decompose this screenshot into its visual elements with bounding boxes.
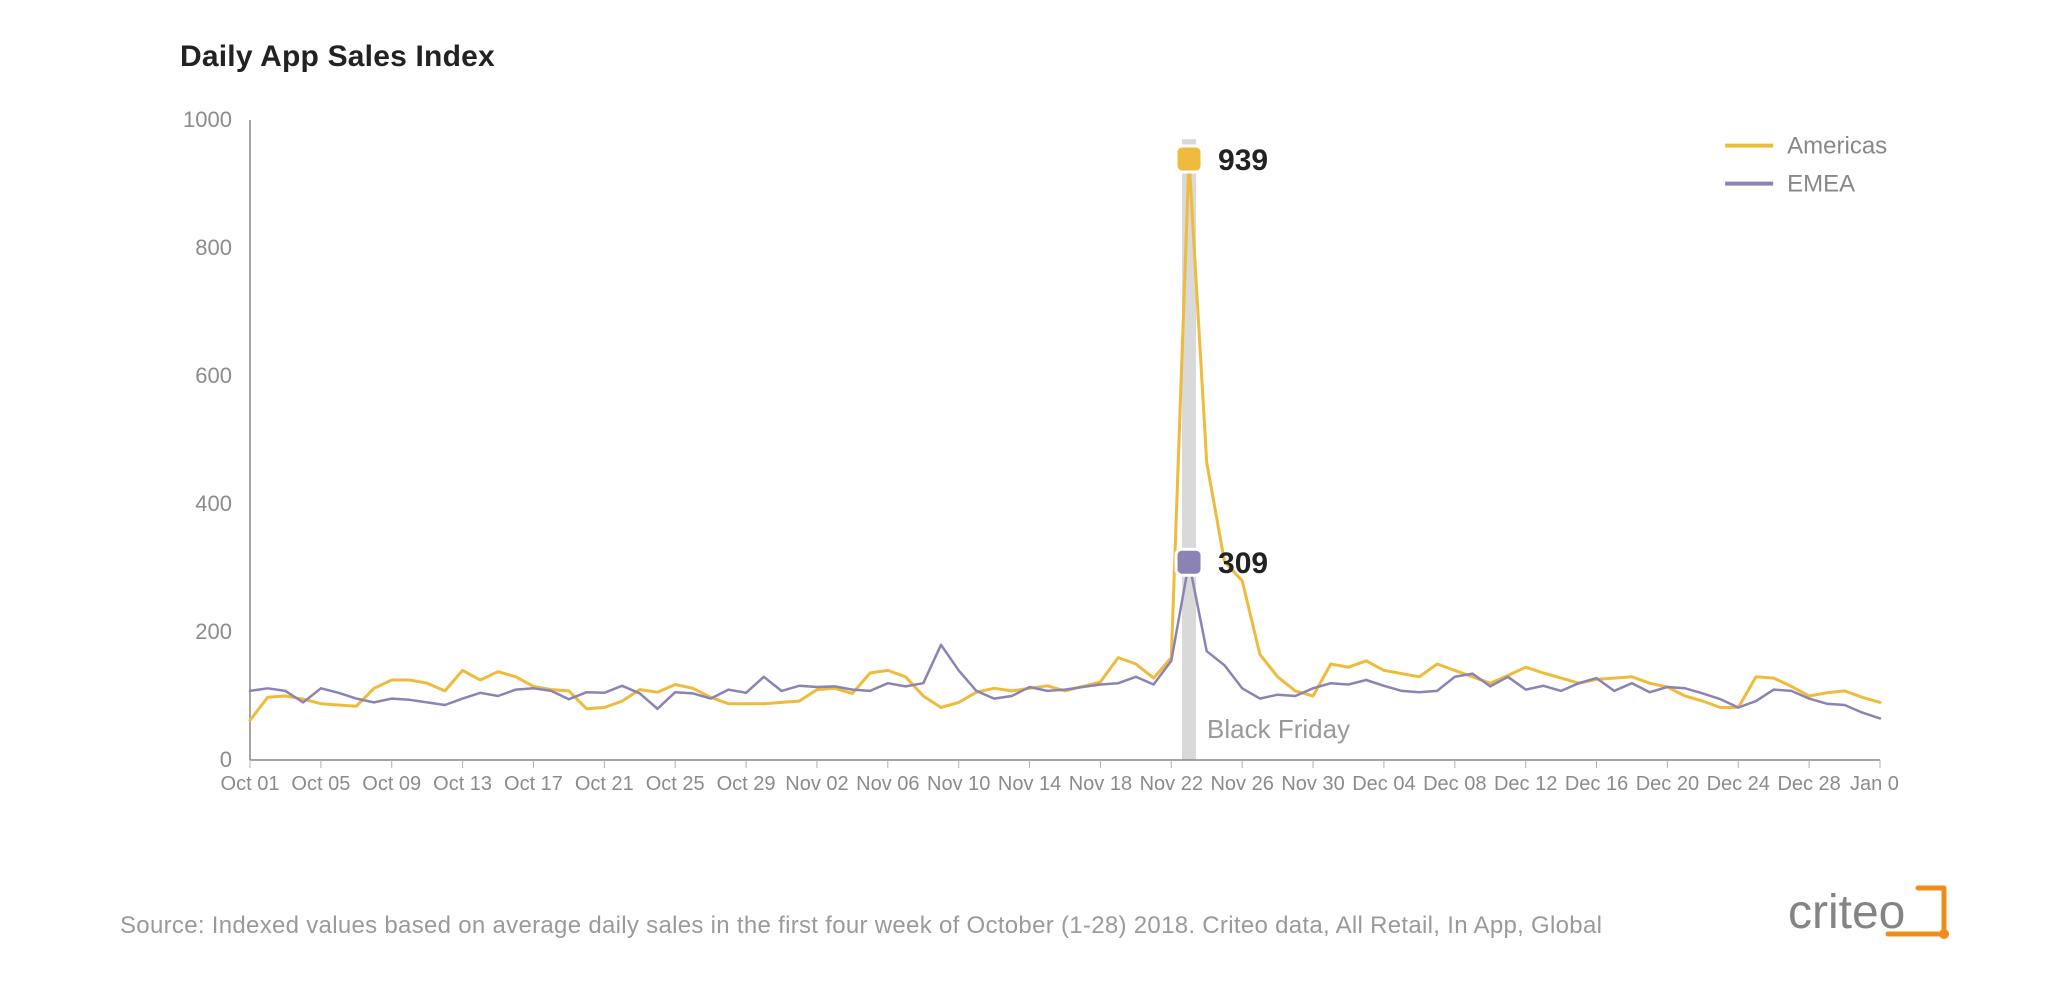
x-tick-label: Jan 01: [1850, 773, 1900, 795]
peak-marker-icon: [1176, 549, 1202, 575]
x-tick-label: Dec 24: [1707, 773, 1770, 795]
x-tick-label: Nov 02: [785, 773, 848, 795]
peak-value-label: 309: [1218, 547, 1268, 580]
legend-item-label: Americas: [1787, 133, 1887, 160]
x-tick-label: Dec 08: [1423, 773, 1486, 795]
x-tick-label: Dec 28: [1777, 773, 1840, 795]
chart-svg: 0 200 400 600 800 1000 Oct 01 Oct 05 Oct 09 Oct 1…: [180, 110, 1900, 850]
x-tick-label: Oct 01: [221, 773, 280, 795]
criteo-logo-svg: criteo: [1788, 880, 1988, 950]
logo-text: criteo: [1788, 886, 1905, 939]
x-tick-label: Nov 30: [1281, 773, 1344, 795]
chart-title: Daily App Sales Index: [180, 40, 495, 74]
annotation-label: Black Friday: [1207, 714, 1350, 744]
source-caption: Source: Indexed values based on average …: [120, 912, 1602, 940]
x-tick-label: Nov 14: [998, 773, 1061, 795]
y-tick-label: 600: [195, 363, 232, 388]
x-tick-label: Dec 20: [1636, 773, 1699, 795]
x-tick-label: Nov 06: [856, 773, 919, 795]
x-tick-label: Nov 18: [1069, 773, 1132, 795]
x-tick-label: Nov 22: [1140, 773, 1203, 795]
y-tick-label: 1000: [183, 110, 232, 132]
x-tick-label: Nov 10: [927, 773, 990, 795]
x-tick-label: Oct 17: [504, 773, 563, 795]
y-tick-label: 0: [220, 747, 232, 772]
brand-logo: criteo: [1788, 880, 1988, 955]
x-tick-label: Oct 21: [575, 773, 634, 795]
x-tick-label: Oct 25: [646, 773, 705, 795]
x-tick-label: Oct 05: [291, 773, 350, 795]
line-chart: 0 200 400 600 800 1000 Oct 01 Oct 05 Oct 09 Oct 1…: [180, 110, 1900, 810]
legend-item-label: EMEA: [1787, 171, 1855, 198]
series-line-emea: [250, 562, 1880, 718]
x-tick-label: Oct 13: [433, 773, 492, 795]
x-tick-label: Dec 16: [1565, 773, 1628, 795]
y-tick-label: 200: [195, 619, 232, 644]
series-line-americas: [250, 159, 1880, 720]
x-tick-label: Nov 26: [1210, 773, 1273, 795]
peak-marker-icon: [1176, 146, 1202, 172]
peak-value-label: 939: [1218, 144, 1268, 177]
x-tick-label: Oct 09: [362, 773, 421, 795]
figure-wrap: Daily App Sales Index 0 200 400 600 800 1000 O…: [0, 0, 2048, 990]
y-tick-label: 800: [195, 235, 232, 260]
x-tick-label: Oct 29: [717, 773, 776, 795]
x-tick-label: Dec 12: [1494, 773, 1557, 795]
x-tick-label: Dec 04: [1352, 773, 1415, 795]
y-tick-label: 400: [195, 491, 232, 516]
